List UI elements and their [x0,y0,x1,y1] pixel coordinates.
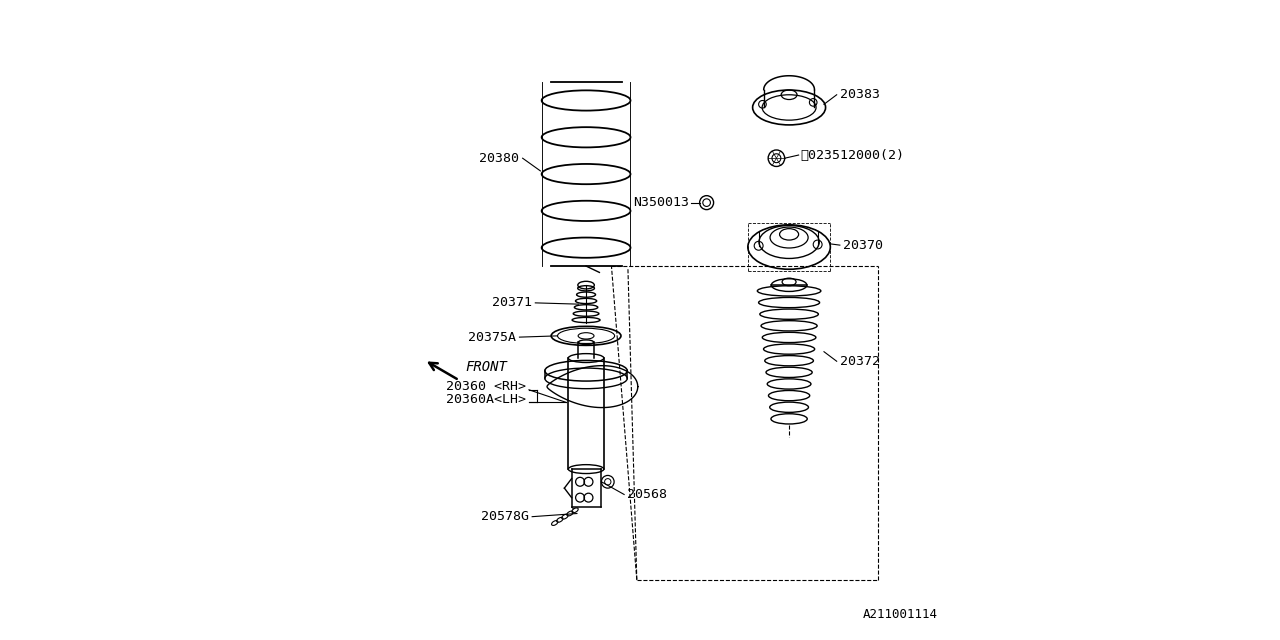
Text: N350013: N350013 [632,196,689,209]
Text: 20375A: 20375A [468,331,516,344]
Text: 20380: 20380 [480,152,520,164]
Text: 20360A<LH>: 20360A<LH> [447,394,526,406]
Text: 20370: 20370 [844,239,883,252]
Text: A211001114: A211001114 [863,609,938,621]
Text: 20383: 20383 [840,88,879,101]
Text: 20371: 20371 [492,296,532,309]
Text: ⓝ023512000(2): ⓝ023512000(2) [800,148,905,161]
Text: 20360 <RH>: 20360 <RH> [447,380,526,393]
Text: 20568: 20568 [627,488,667,501]
Text: 20372: 20372 [840,355,879,368]
Text: FRONT: FRONT [466,360,507,374]
Text: 20578G: 20578G [481,510,529,523]
